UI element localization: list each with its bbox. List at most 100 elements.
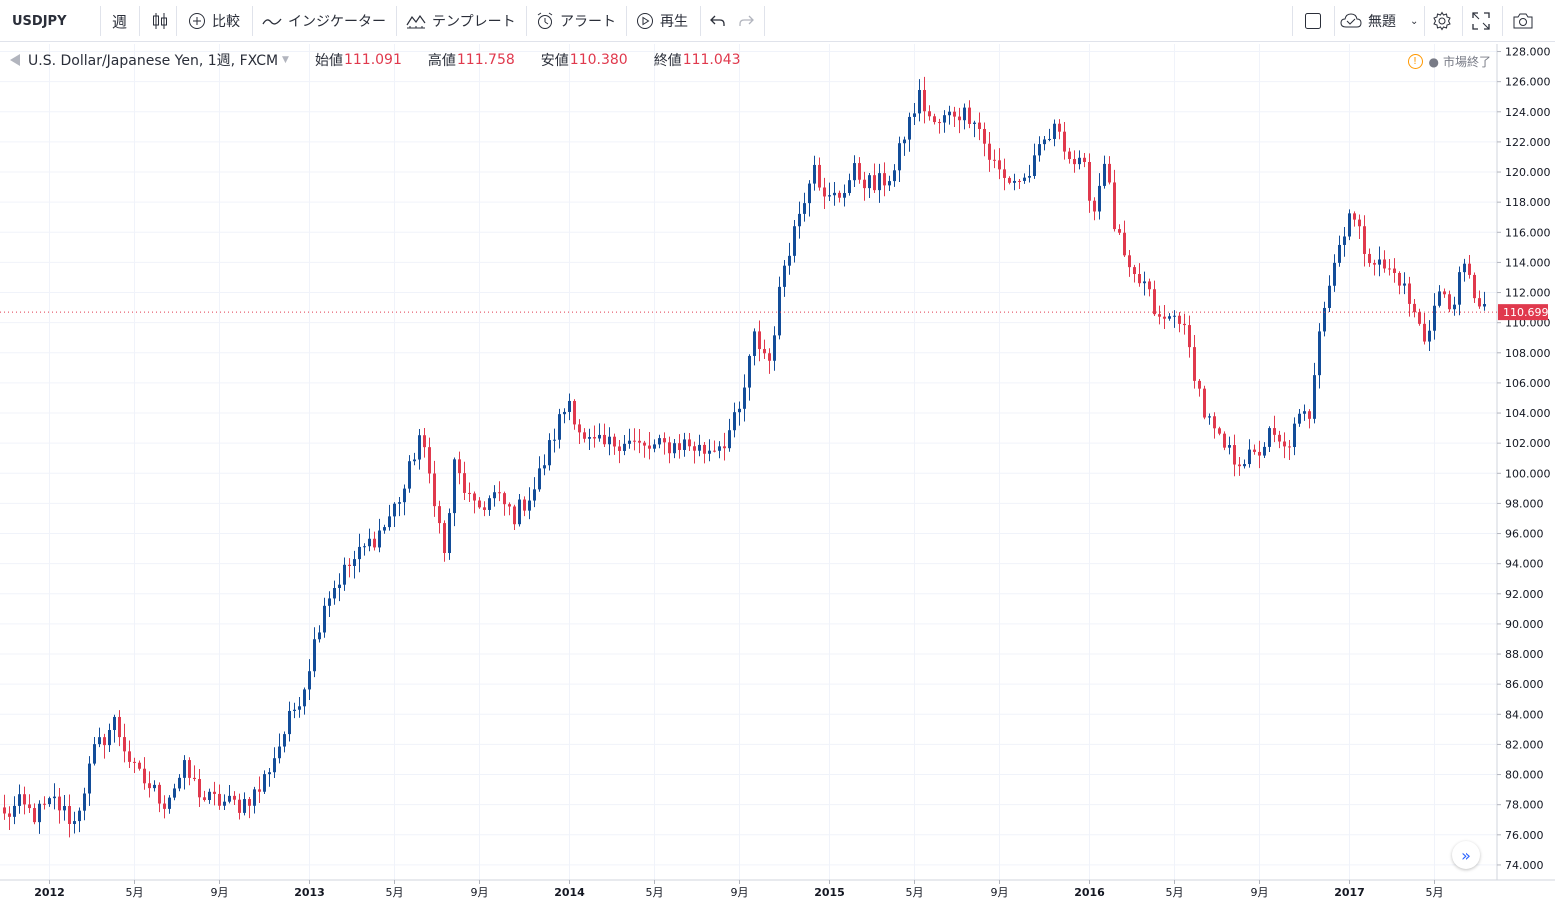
- candle-body: [1058, 123, 1061, 132]
- price-tick-label: 122.000: [1505, 136, 1551, 149]
- candle-body: [1013, 180, 1016, 183]
- candle-body: [238, 799, 241, 813]
- redo-button[interactable]: [738, 0, 756, 42]
- candle-body: [1028, 175, 1031, 178]
- candle-body: [1173, 315, 1176, 317]
- candle-body: [898, 143, 901, 171]
- fullscreen-layout-button[interactable]: [1304, 0, 1326, 42]
- compare-button[interactable]: 比較: [188, 0, 246, 42]
- price-tick-label: 126.000: [1505, 76, 1551, 89]
- candle-body: [248, 799, 251, 806]
- candle-body: [178, 777, 181, 789]
- candle-body: [773, 335, 776, 361]
- candle-body: [553, 439, 556, 441]
- candle-body: [923, 89, 926, 112]
- status-dot-icon: ●: [1428, 54, 1439, 69]
- alert-label: アラート: [560, 14, 616, 30]
- chevron-down-icon[interactable]: ▼: [282, 55, 289, 65]
- candle-body: [688, 439, 691, 447]
- collapse-arrow-icon[interactable]: [10, 54, 20, 66]
- candle-body: [1098, 185, 1101, 212]
- settings-button[interactable]: [1432, 0, 1454, 42]
- candle-body: [1188, 325, 1191, 348]
- candle-body: [208, 791, 211, 801]
- scroll-to-realtime-button[interactable]: »: [1452, 841, 1480, 869]
- replay-button[interactable]: 再生: [636, 0, 696, 42]
- indicators-label: インジケーター: [288, 14, 386, 30]
- candle-body: [823, 187, 826, 197]
- candle-body: [138, 762, 141, 769]
- candle-body: [1083, 157, 1086, 163]
- price-tick-label: 92.000: [1505, 588, 1544, 601]
- candle-body: [913, 113, 916, 117]
- candle-body: [58, 796, 61, 811]
- candle-body: [103, 737, 106, 746]
- candle-body: [253, 789, 256, 806]
- candle-body: [1408, 283, 1411, 304]
- candle-body: [918, 89, 921, 114]
- time-tick-label: 9月: [471, 886, 489, 899]
- price-tick-label: 86.000: [1505, 678, 1544, 691]
- candle-body: [1043, 139, 1046, 145]
- candle-body: [73, 821, 76, 824]
- candle-body: [828, 195, 831, 197]
- fullscreen-button[interactable]: [1472, 0, 1494, 42]
- candle-body: [718, 446, 721, 451]
- candle-body: [378, 530, 381, 548]
- square-icon: [1304, 12, 1322, 30]
- last-price-marker: 110.699: [0, 304, 1549, 321]
- interval-button[interactable]: 週: [112, 0, 136, 42]
- save-layout-button[interactable]: 無題 ⌄: [1340, 0, 1420, 42]
- candle-body: [198, 779, 201, 798]
- candle-body: [903, 139, 906, 144]
- candle-body: [218, 793, 221, 806]
- candle-body: [1193, 347, 1196, 381]
- chart-style-button[interactable]: [151, 0, 173, 42]
- high-label: 高値: [427, 53, 456, 69]
- warning-icon[interactable]: !: [1407, 54, 1423, 69]
- candle-body: [1288, 446, 1291, 448]
- undo-button[interactable]: [710, 0, 728, 42]
- candle-body: [1163, 316, 1166, 319]
- snapshot-button[interactable]: [1512, 0, 1536, 42]
- candle-body: [1483, 304, 1486, 307]
- open-value: 111.091: [343, 52, 402, 68]
- candle-body: [393, 503, 396, 517]
- candle-body: [863, 179, 866, 189]
- candle-body: [653, 444, 656, 449]
- candle-body: [798, 213, 801, 227]
- candle-body: [973, 122, 976, 124]
- candle-body: [1413, 303, 1416, 313]
- candle-body: [703, 444, 706, 454]
- candle-body: [1213, 416, 1216, 429]
- candle-body: [1383, 259, 1386, 269]
- gear-icon: [1432, 11, 1452, 31]
- candle-body: [758, 331, 761, 350]
- close-value: 111.043: [682, 52, 741, 68]
- candle-body: [1218, 428, 1221, 434]
- candle-body: [368, 538, 371, 547]
- symbol-search-button[interactable]: USDJPY: [12, 0, 100, 42]
- candle-body: [753, 331, 756, 356]
- candle-body: [1388, 268, 1391, 270]
- candle-body: [728, 430, 731, 449]
- candle-body: [958, 116, 961, 121]
- series-title[interactable]: U.S. Dollar/Japanese Yen, 1週, FXCM: [28, 53, 279, 69]
- low-value: 110.380: [569, 52, 628, 68]
- price-tick-label: 128.000: [1505, 46, 1551, 59]
- indicators-button[interactable]: インジケーター: [262, 0, 392, 42]
- candle-body: [938, 122, 941, 124]
- candle-body: [1368, 253, 1371, 264]
- candle-body: [458, 459, 461, 474]
- candle-body: [953, 111, 956, 117]
- candle-body: [128, 751, 131, 762]
- alert-button[interactable]: アラート: [536, 0, 622, 42]
- candle-body: [778, 286, 781, 336]
- template-button[interactable]: テンプレート: [406, 0, 522, 42]
- candle-body: [1258, 451, 1261, 456]
- candle-body: [853, 163, 856, 181]
- candle-body: [708, 450, 711, 454]
- candle-body: [403, 488, 406, 503]
- candle-body: [1073, 159, 1076, 165]
